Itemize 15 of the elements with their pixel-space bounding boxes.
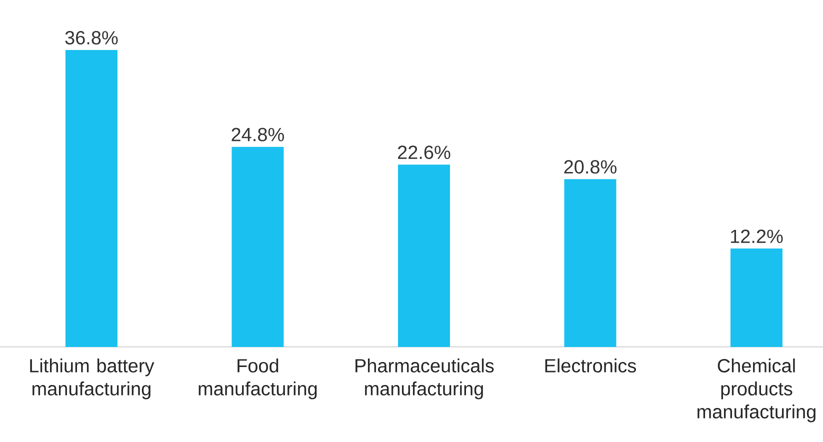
data-label: 12.2%	[730, 230, 783, 243]
x-tick-label: Electronics	[545, 358, 636, 372]
x-tick-label: Pharmaceuticals manufacturing	[356, 358, 494, 400]
x-tick-label: Food manufacturing	[198, 358, 317, 400]
bar	[564, 179, 616, 347]
bar	[232, 146, 284, 347]
x-tick-label: Lithium battery manufacturing	[30, 358, 154, 400]
x-tick-label: Chemical products manufacturing	[698, 358, 816, 422]
bar	[65, 50, 118, 347]
bar	[730, 248, 782, 347]
data-label: 24.8%	[232, 128, 284, 142]
data-label: 22.6%	[398, 146, 450, 160]
bar	[398, 164, 450, 347]
data-label: 36.8%	[65, 31, 118, 44]
data-label: 20.8%	[564, 160, 616, 174]
